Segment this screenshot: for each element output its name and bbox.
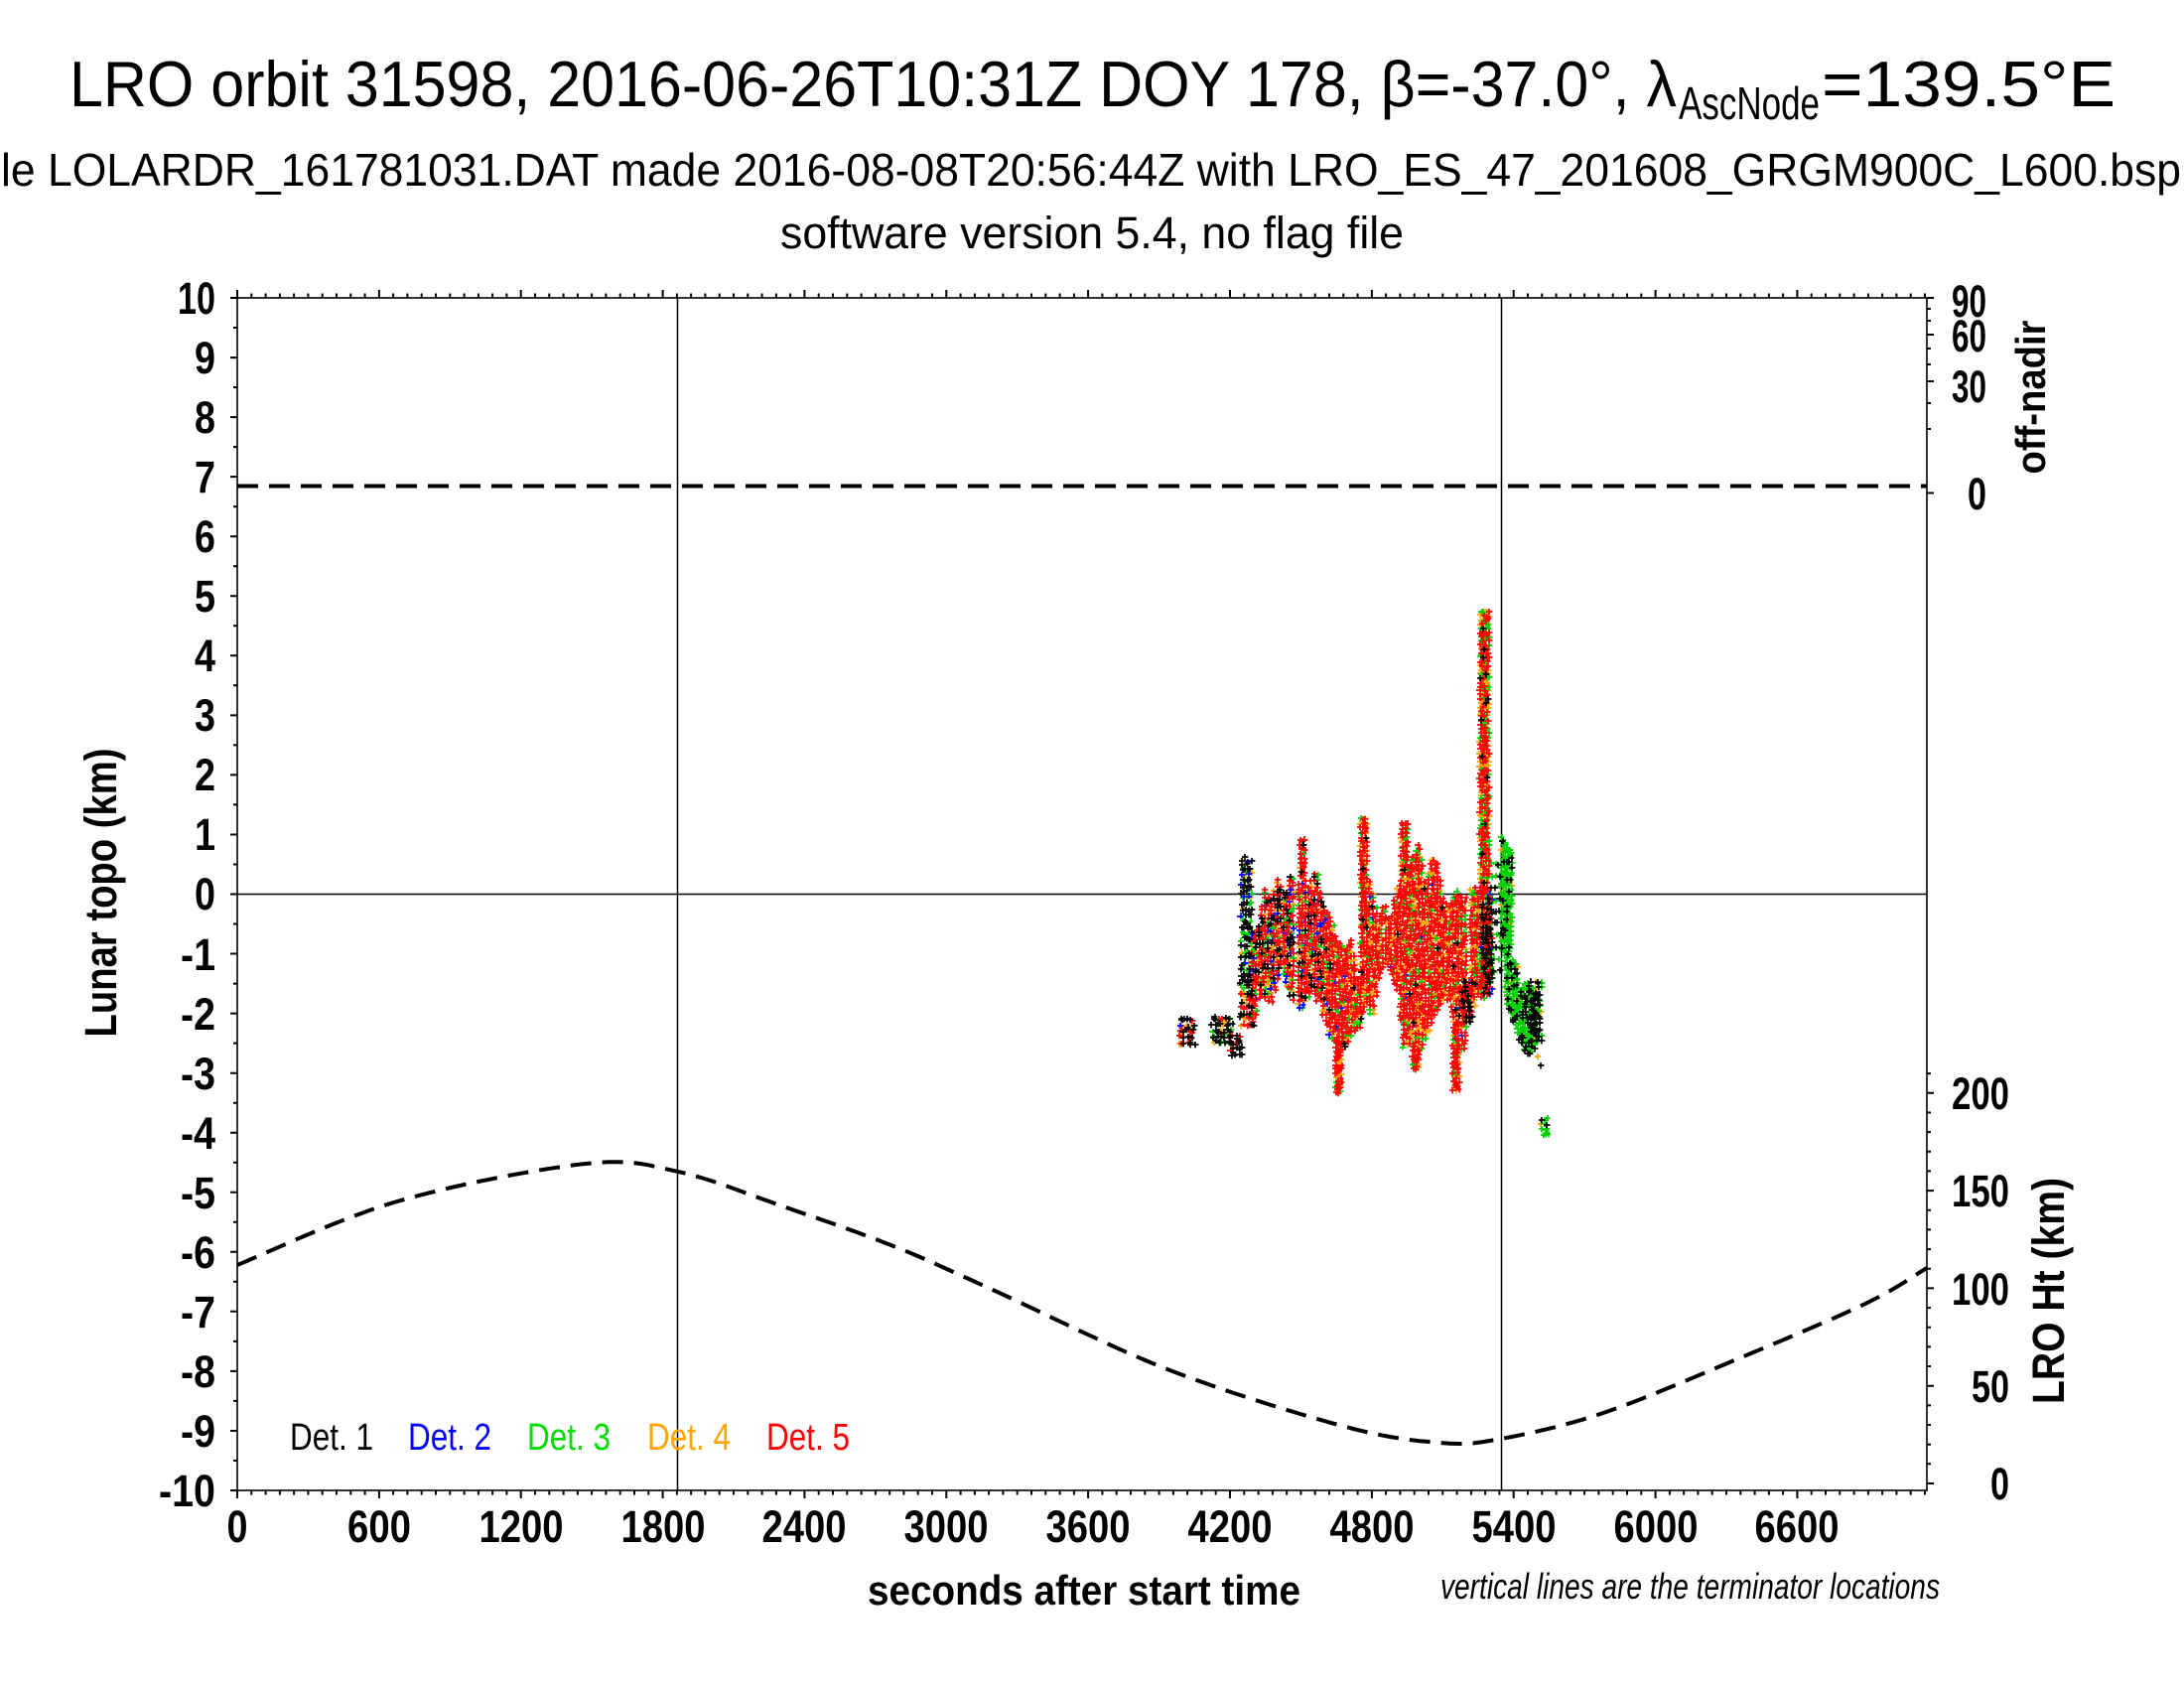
svg-text:2: 2 bbox=[195, 750, 215, 800]
svg-text:6000: 6000 bbox=[1614, 1501, 1699, 1552]
svg-text:9: 9 bbox=[195, 333, 215, 383]
svg-text:=139.5°E: =139.5°E bbox=[1822, 48, 2116, 120]
svg-text:-6: -6 bbox=[181, 1227, 215, 1278]
svg-text:AscNode: AscNode bbox=[1679, 77, 1820, 129]
svg-text:6600: 6600 bbox=[1755, 1501, 1840, 1552]
svg-text:-1: -1 bbox=[181, 929, 215, 980]
svg-text:6: 6 bbox=[195, 511, 215, 562]
svg-text:3000: 3000 bbox=[904, 1501, 989, 1552]
svg-text:-9: -9 bbox=[181, 1406, 215, 1457]
svg-text:150: 150 bbox=[1952, 1166, 2009, 1216]
svg-text:10: 10 bbox=[178, 273, 215, 324]
svg-text:60: 60 bbox=[1952, 311, 1986, 361]
svg-text:Det. 2: Det. 2 bbox=[408, 1417, 491, 1459]
svg-text:4200: 4200 bbox=[1188, 1501, 1273, 1552]
svg-text:100: 100 bbox=[1952, 1264, 2009, 1315]
svg-text:Det. 4: Det. 4 bbox=[647, 1417, 731, 1459]
svg-text:1: 1 bbox=[195, 809, 215, 860]
svg-text:-3: -3 bbox=[181, 1049, 215, 1099]
svg-text:Det. 3: Det. 3 bbox=[527, 1417, 611, 1459]
svg-text:30: 30 bbox=[1952, 361, 1986, 412]
svg-text:7: 7 bbox=[195, 452, 215, 502]
svg-text:5: 5 bbox=[195, 571, 215, 622]
svg-text:0: 0 bbox=[227, 1501, 248, 1552]
svg-text:3: 3 bbox=[195, 690, 215, 741]
svg-text:Lunar topo (km): Lunar topo (km) bbox=[75, 749, 126, 1038]
svg-text:0: 0 bbox=[1968, 469, 1986, 519]
svg-text:-5: -5 bbox=[181, 1168, 215, 1218]
svg-text:0: 0 bbox=[195, 869, 215, 919]
svg-text:1200: 1200 bbox=[479, 1501, 564, 1552]
svg-text:50: 50 bbox=[1972, 1361, 2009, 1412]
svg-text:LRO Ht (km): LRO Ht (km) bbox=[2023, 1178, 2074, 1404]
svg-text:-10: -10 bbox=[159, 1466, 215, 1516]
svg-text:90: 90 bbox=[1952, 276, 1986, 327]
svg-text:0: 0 bbox=[1990, 1459, 2009, 1509]
svg-text:-4: -4 bbox=[181, 1108, 215, 1159]
svg-text:LRO orbit 31598, 2016-06-26T10: LRO orbit 31598, 2016-06-26T10:31Z DOY 1… bbox=[69, 48, 1677, 120]
svg-text:200: 200 bbox=[1952, 1068, 2009, 1119]
svg-text:5400: 5400 bbox=[1472, 1501, 1557, 1552]
svg-text:off-nadir: off-nadir bbox=[2007, 321, 2054, 475]
svg-text:seconds after start time: seconds after start time bbox=[868, 1567, 1300, 1614]
svg-text:600: 600 bbox=[347, 1501, 411, 1552]
svg-text:3600: 3600 bbox=[1046, 1501, 1131, 1552]
svg-text:2400: 2400 bbox=[762, 1501, 847, 1552]
svg-text:4800: 4800 bbox=[1330, 1501, 1415, 1552]
svg-text:-7: -7 bbox=[181, 1287, 215, 1337]
svg-text:software version 5.4, no flag: software version 5.4, no flag file bbox=[780, 208, 1404, 258]
svg-text:1800: 1800 bbox=[621, 1501, 706, 1552]
svg-text:4: 4 bbox=[195, 631, 215, 681]
svg-text:Det. 1: Det. 1 bbox=[290, 1417, 373, 1459]
svg-text:vertical lines are the termina: vertical lines are the terminator locati… bbox=[1440, 1566, 1940, 1607]
svg-text:8: 8 bbox=[195, 392, 215, 443]
svg-text:le LOLARDR_161781031.DAT made: le LOLARDR_161781031.DAT made 2016-08-08… bbox=[1, 144, 2181, 196]
svg-text:-8: -8 bbox=[181, 1346, 215, 1397]
svg-text:-2: -2 bbox=[181, 989, 215, 1040]
svg-text:Det. 5: Det. 5 bbox=[766, 1417, 850, 1459]
